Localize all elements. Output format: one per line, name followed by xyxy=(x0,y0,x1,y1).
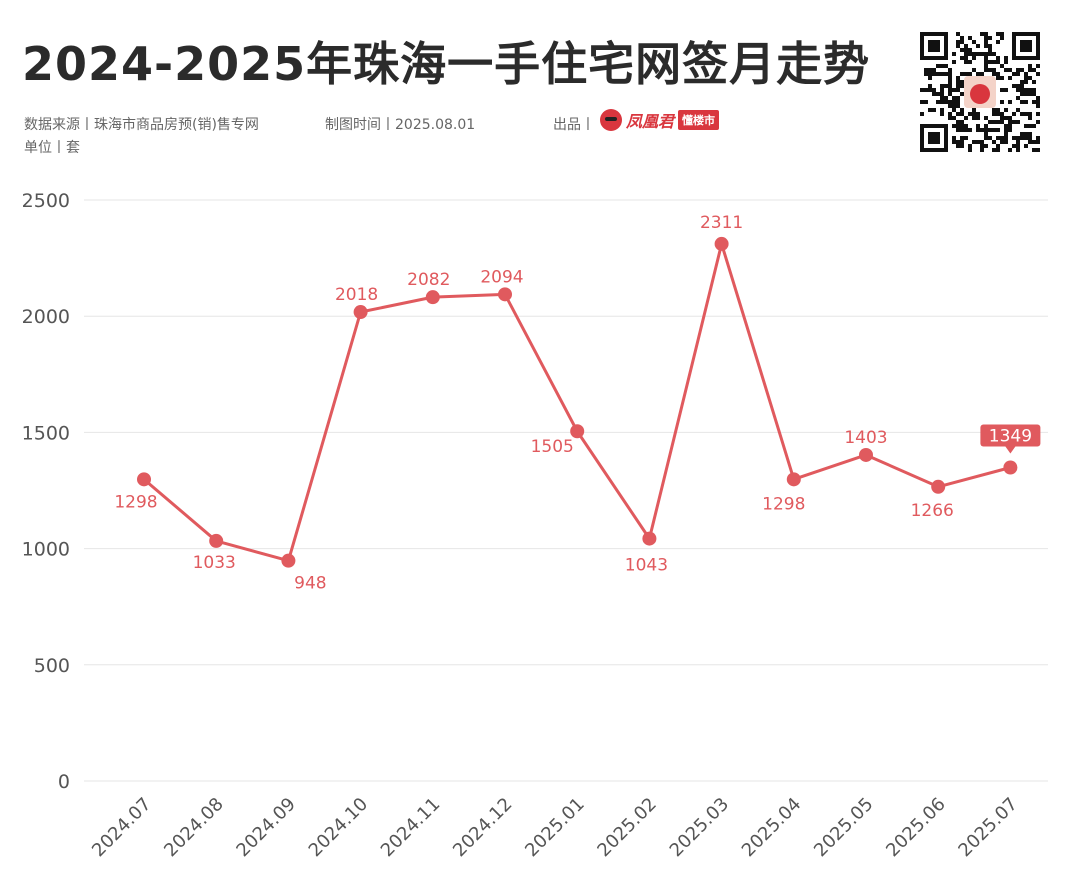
y-tick-label: 0 xyxy=(58,771,70,793)
qr-code-icon xyxy=(920,32,1040,152)
y-tick-label: 2000 xyxy=(22,306,70,328)
data-point xyxy=(1003,460,1018,475)
unit-label: 单位丨套 xyxy=(24,140,80,156)
x-tick-label: 2025.04 xyxy=(738,794,805,861)
data-point xyxy=(931,479,946,494)
brand-logo: 凤凰君 懂楼市 xyxy=(600,108,720,132)
data-point xyxy=(209,533,224,548)
data-label: 1298 xyxy=(114,492,157,512)
data-label: 2082 xyxy=(407,270,450,290)
x-tick-label: 2025.05 xyxy=(810,794,877,861)
chart-title: 2024-2025年珠海一手住宅网签月走势 xyxy=(22,37,871,91)
x-tick-label: 2024.08 xyxy=(160,794,227,861)
data-label: 2018 xyxy=(335,285,378,305)
data-label: 1349 xyxy=(989,426,1032,446)
x-tick-label: 2024.11 xyxy=(377,794,444,861)
x-tick-label: 2024.09 xyxy=(232,794,299,861)
data-label: 1266 xyxy=(911,501,954,521)
data-label: 2311 xyxy=(700,213,743,233)
data-label: 1033 xyxy=(193,553,236,573)
x-tick-label: 2025.06 xyxy=(882,794,949,861)
brand-name: 凤凰君 xyxy=(626,112,675,131)
data-source: 数据来源丨珠海市商品房预(销)售专网 xyxy=(24,117,259,133)
y-tick-label: 500 xyxy=(34,655,70,677)
x-tick-label: 2024.07 xyxy=(88,794,155,861)
y-tick-label: 2500 xyxy=(22,190,70,212)
data-point xyxy=(353,305,368,320)
highlight-label-bg xyxy=(980,424,1041,447)
brand-tag: 懂楼市 xyxy=(678,110,720,130)
data-label: 1403 xyxy=(844,428,887,448)
x-tick-label: 2025.02 xyxy=(593,794,660,861)
x-tick-label: 2025.01 xyxy=(521,794,588,861)
data-point xyxy=(425,290,440,305)
data-label: 2094 xyxy=(480,267,523,287)
highlight-pointer xyxy=(1005,446,1016,454)
x-tick-label: 2025.07 xyxy=(954,794,1021,861)
data-label: 948 xyxy=(294,574,326,594)
data-point xyxy=(714,236,729,251)
data-label: 1505 xyxy=(531,437,574,457)
y-tick-label: 1500 xyxy=(22,422,70,444)
x-tick-label: 2025.03 xyxy=(666,794,733,861)
series-line xyxy=(143,242,1011,563)
data-label: 1298 xyxy=(762,494,805,514)
data-point xyxy=(786,472,801,487)
data-point xyxy=(859,447,873,462)
made-time: 制图时间丨2025.08.01 xyxy=(325,117,476,133)
data-point xyxy=(281,553,296,568)
x-tick-label: 2024.10 xyxy=(305,794,372,861)
data-point xyxy=(570,424,585,439)
data-point xyxy=(137,472,151,487)
phoenix-mascot-icon xyxy=(600,109,622,131)
producer-label: 出品丨 xyxy=(553,117,595,133)
x-tick-label: 2024.12 xyxy=(449,794,516,861)
data-point xyxy=(642,531,657,546)
data-label: 1043 xyxy=(625,556,668,576)
y-tick-label: 1000 xyxy=(22,539,70,561)
data-point xyxy=(498,287,512,302)
